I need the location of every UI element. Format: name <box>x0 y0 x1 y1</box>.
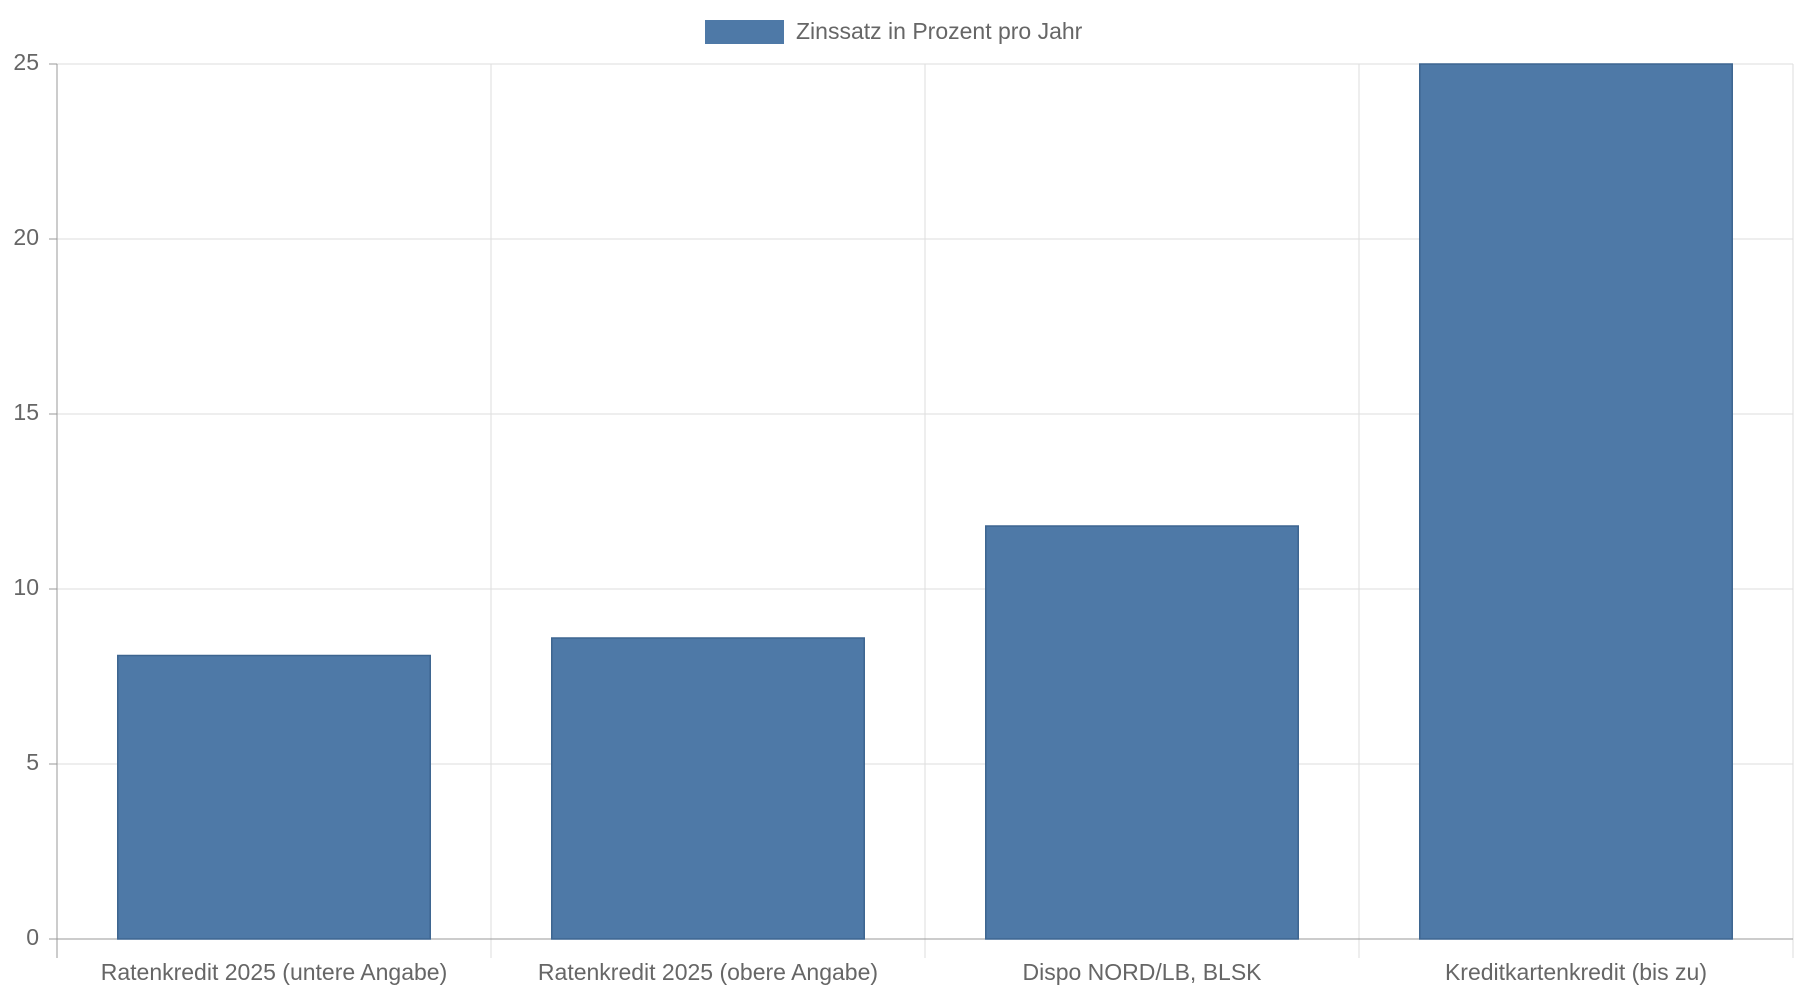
bar <box>117 654 431 940</box>
x-tick-label: Dispo NORD/LB, BLSK <box>1022 959 1262 985</box>
y-tick-label: 25 <box>13 49 39 75</box>
y-tick-label: 20 <box>13 224 39 250</box>
x-tick-label: Ratenkredit 2025 (untere Angabe) <box>101 959 448 985</box>
bar <box>985 525 1299 940</box>
bar <box>551 637 865 940</box>
y-tick-label: 5 <box>26 749 39 775</box>
y-tick-label: 0 <box>26 924 39 950</box>
x-tick-label: Kreditkartenkredit (bis zu) <box>1445 959 1707 985</box>
y-tick-label: 15 <box>13 399 39 425</box>
y-tick-label: 10 <box>13 574 39 600</box>
bar <box>1419 63 1733 940</box>
legend-label: Zinssatz in Prozent pro Jahr <box>796 18 1083 44</box>
legend-swatch <box>705 20 784 44</box>
x-tick-label: Ratenkredit 2025 (obere Angabe) <box>538 959 878 985</box>
